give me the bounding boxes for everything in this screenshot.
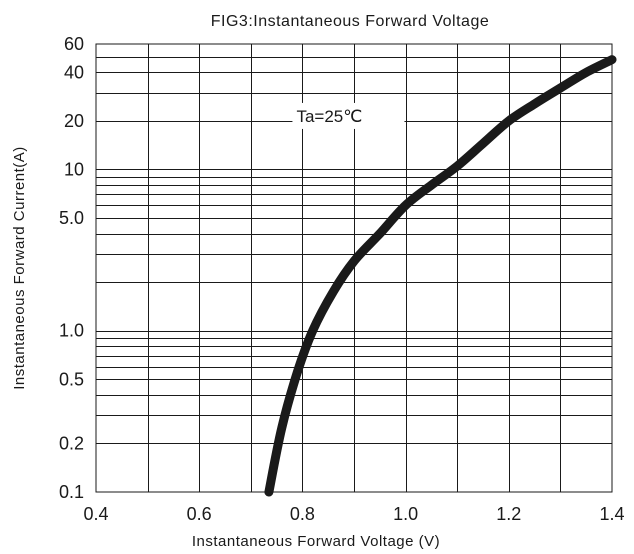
y-tick-label: 10 bbox=[64, 159, 84, 179]
x-tick-label: 0.4 bbox=[83, 504, 108, 524]
y-tick-label: 0.1 bbox=[59, 482, 84, 502]
y-tick-label: 0.2 bbox=[59, 433, 84, 453]
x-tick-label: 0.8 bbox=[290, 504, 315, 524]
y-tick-label: 20 bbox=[64, 111, 84, 131]
y-tick-label: 60 bbox=[64, 34, 84, 54]
y-tick-label: 40 bbox=[64, 62, 84, 82]
y-tick-label: 1.0 bbox=[59, 321, 84, 341]
annotation-ta-label: Ta=25℃ bbox=[296, 107, 362, 126]
y-axis-label: Instantaneous Forward Current(A) bbox=[11, 146, 28, 390]
series-line-forward-current bbox=[264, 55, 617, 497]
series bbox=[264, 55, 617, 497]
annotation-background bbox=[292, 102, 405, 129]
plot-frame bbox=[95, 43, 613, 493]
x-tick-label: 1.0 bbox=[393, 504, 418, 524]
x-tick-label: 1.4 bbox=[599, 504, 624, 524]
annotations: Ta=25℃ bbox=[292, 102, 405, 129]
grid bbox=[96, 44, 612, 492]
x-tick-label: 0.6 bbox=[187, 504, 212, 524]
chart-title: FIG3:Instantaneous Forward Voltage bbox=[211, 13, 489, 30]
x-tick-label: 1.2 bbox=[496, 504, 521, 524]
y-tick-label: 0.5 bbox=[59, 369, 84, 389]
y-tick-label: 5.0 bbox=[59, 208, 84, 228]
tick-labels: 0.4 0.6 0.8 1.0 1.2 1.4 0.1 0.2 0.5 1.0 5.0 10 20 40 6… bbox=[59, 34, 625, 524]
x-axis-label: Instantaneous Forward Voltage (V) bbox=[192, 533, 440, 550]
